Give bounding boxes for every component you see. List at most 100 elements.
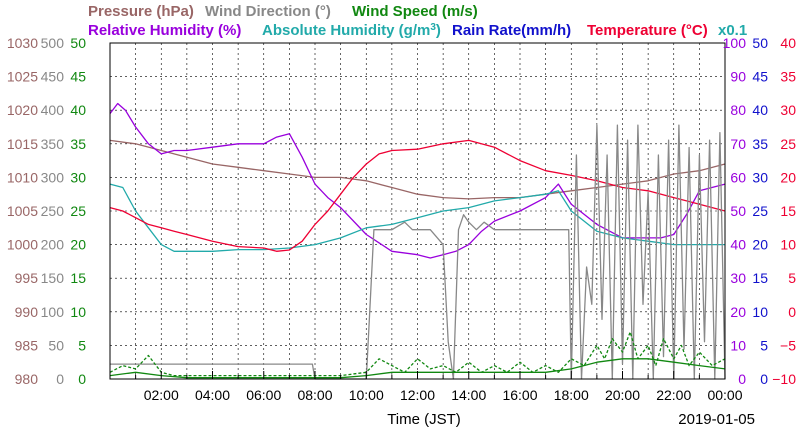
left-tick-label-wind-speed: 5	[78, 337, 86, 353]
left-tick-label-wind-direction: 400	[41, 102, 65, 118]
series-line-absolute-humidity-x0-1	[109, 183, 725, 252]
legend-entry: Temperature (°C)	[587, 22, 708, 39]
right-tick-label-rain-rate: 15	[752, 270, 768, 286]
right-tick-label-relative-humidity: 30	[730, 270, 746, 286]
right-tick-label-relative-humidity: 10	[730, 337, 746, 353]
left-tick-label-wind-speed: 40	[70, 102, 86, 118]
right-axes: 0 10 20 30 40 50 60 70 80 90 100 0 5 10 15 20 25 30 35 40 45…	[723, 35, 797, 387]
right-tick-label-relative-humidity: 90	[730, 69, 746, 85]
left-tick-label-wind-speed: 45	[70, 69, 86, 85]
x-tick-label: 12:00	[400, 387, 435, 403]
left-tick-label-wind-speed: 10	[70, 304, 86, 320]
right-tick-label-temperature: 35	[780, 69, 796, 85]
right-tick-label-rain-rate: 50	[752, 35, 768, 51]
left-tick-label-wind-direction: 150	[41, 270, 65, 286]
left-tick-label-pressure: 990	[15, 304, 39, 320]
x-tick-label: 08:00	[297, 387, 332, 403]
x-tick-label: 18:00	[554, 387, 589, 403]
left-axes: 9809859909951000100510101015102010251030…	[7, 35, 86, 387]
legend-entry: x0.1	[718, 22, 747, 39]
left-tick-label-wind-direction: 300	[41, 169, 65, 185]
series-line-relative-humidity	[109, 102, 726, 259]
left-tick-label-pressure: 995	[15, 270, 39, 286]
legend-entry: Pressure (hPa)	[88, 3, 194, 20]
left-tick-label-pressure: 1025	[7, 69, 38, 85]
right-tick-label-relative-humidity: 0	[738, 371, 746, 387]
left-tick-label-wind-speed: 20	[70, 237, 86, 253]
x-tick-label: 16:00	[502, 387, 537, 403]
right-tick-label-temperature: −5	[780, 337, 796, 353]
x-tick-label: 20:00	[605, 387, 640, 403]
left-tick-label-pressure: 1030	[7, 35, 38, 51]
legend-superscript: 3	[430, 22, 436, 33]
right-tick-label-rain-rate: 35	[752, 136, 768, 152]
left-tick-label-wind-direction: 350	[41, 136, 65, 152]
left-tick-label-pressure: 980	[15, 371, 39, 387]
right-tick-label-relative-humidity: 40	[730, 237, 746, 253]
left-tick-label-wind-speed: 0	[78, 371, 86, 387]
left-tick-label-pressure: 985	[15, 337, 39, 353]
right-tick-label-rain-rate: 5	[760, 337, 768, 353]
right-tick-label-temperature: 5	[788, 270, 796, 286]
right-tick-label-rain-rate: 40	[752, 102, 768, 118]
legend-entry: Absolute Humidity (g/m3)	[262, 22, 441, 40]
left-tick-label-pressure: 1010	[7, 169, 38, 185]
x-axis: 02:00 04:00 06:00 08:00 10:00 12:00 14:00 16:00…	[109, 371, 743, 403]
left-tick-label-pressure: 1000	[7, 237, 38, 253]
x-tick-label: 10:00	[349, 387, 384, 403]
series-line-temperature	[109, 139, 726, 252]
left-tick-label-wind-direction: 500	[41, 35, 65, 51]
right-tick-label-rain-rate: 25	[752, 203, 768, 219]
right-tick-label-relative-humidity: 20	[730, 304, 746, 320]
right-tick-label-temperature: 40	[780, 35, 796, 51]
left-tick-label-wind-direction: 0	[56, 371, 64, 387]
x-tick-label: 04:00	[195, 387, 230, 403]
x-tick-label: 02:00	[144, 387, 179, 403]
right-tick-label-temperature: 20	[780, 169, 796, 185]
legend-entry: Rain Rate(mm/h)	[452, 22, 571, 39]
right-tick-label-temperature: 25	[780, 136, 796, 152]
right-tick-label-temperature: 15	[780, 203, 796, 219]
legend-close-paren: )	[436, 22, 441, 39]
left-tick-label-pressure: 1005	[7, 203, 38, 219]
left-tick-label-wind-direction: 450	[41, 69, 65, 85]
right-tick-label-rain-rate: 0	[760, 371, 768, 387]
right-tick-label-rain-rate: 45	[752, 69, 768, 85]
left-tick-label-wind-direction: 250	[41, 203, 65, 219]
left-tick-label-wind-speed: 30	[70, 169, 86, 185]
left-tick-label-wind-speed: 25	[70, 203, 86, 219]
right-tick-label-relative-humidity: 80	[730, 102, 746, 118]
right-tick-label-relative-humidity: 50	[730, 203, 746, 219]
right-tick-label-relative-humidity: 70	[730, 136, 746, 152]
x-tick-label: 22:00	[656, 387, 691, 403]
x-tick-label: 14:00	[451, 387, 486, 403]
left-tick-label-wind-speed: 15	[70, 270, 86, 286]
right-tick-label-relative-humidity: 100	[723, 35, 747, 51]
legend-entry: Relative Humidity (%)	[88, 22, 241, 39]
left-tick-label-pressure: 1015	[7, 136, 38, 152]
right-tick-label-temperature: 30	[780, 102, 796, 118]
right-tick-label-relative-humidity: 60	[730, 169, 746, 185]
right-tick-label-rain-rate: 20	[752, 237, 768, 253]
x-axis-label: Time (JST)	[387, 411, 461, 428]
right-tick-label-temperature: 10	[780, 237, 796, 253]
x-tick-label: 00:00	[707, 387, 742, 403]
left-tick-label-wind-speed: 35	[70, 136, 86, 152]
left-tick-label-wind-direction: 100	[41, 304, 65, 320]
series-line-pressure	[109, 139, 726, 200]
left-tick-label-pressure: 1020	[7, 102, 38, 118]
left-tick-label-wind-direction: 50	[48, 337, 64, 353]
date-label: 2019-01-05	[678, 411, 755, 428]
series-line-wind-speed	[109, 331, 726, 377]
legend: Pressure (hPa) Wind Direction (°) Wind Spe…	[88, 3, 747, 39]
right-tick-label-rain-rate: 30	[752, 169, 768, 185]
right-tick-label-temperature: −10	[772, 371, 796, 387]
grid	[110, 43, 725, 379]
right-tick-label-rain-rate: 10	[752, 304, 768, 320]
legend-entry: Wind Speed (m/s)	[352, 3, 478, 20]
left-tick-label-wind-direction: 200	[41, 237, 65, 253]
x-tick-label: 06:00	[246, 387, 281, 403]
left-tick-label-wind-speed: 50	[70, 35, 86, 51]
